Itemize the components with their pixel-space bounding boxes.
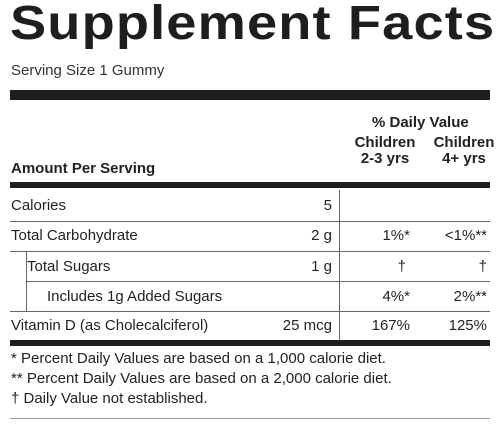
col2-heading-line2: 4+ yrs: [442, 150, 486, 167]
row-added-sugars-dv-col2: 2%**: [453, 288, 487, 305]
col1-heading-line1: Children: [354, 134, 416, 151]
row-carbohydrate-dv-col2: <1%**: [444, 227, 487, 244]
panel-bottom-border: [10, 418, 490, 419]
indent-separator: [26, 251, 27, 311]
row-vitamin-d-name: Vitamin D (as Cholecalciferol): [11, 317, 209, 334]
row-added-sugars-dv-col1: 4%*: [382, 288, 410, 305]
serving-size: Serving Size 1 Gummy: [11, 62, 165, 79]
footnote-1000-calorie: * Percent Daily Values are based on a 1,…: [11, 350, 386, 367]
row-sugars-dv-col1: †: [397, 258, 406, 275]
row-divider: [10, 311, 490, 312]
top-thick-rule: [10, 90, 490, 100]
row-calories-name: Calories: [11, 197, 67, 214]
header-rule: [10, 182, 490, 188]
amount-per-serving-heading: Amount Per Serving: [11, 160, 156, 177]
row-sugars-amount: 1 g: [311, 258, 332, 275]
row-carbohydrate-name: Total Carbohydrate: [11, 227, 138, 244]
col1-heading-line2: 2-3 yrs: [360, 150, 410, 167]
daily-value-heading: % Daily Value: [372, 114, 469, 131]
footnote-2000-calorie: ** Percent Daily Values are based on a 2…: [11, 370, 392, 387]
row-vitamin-d-dv-col1: 167%: [371, 317, 410, 334]
row-divider: [10, 251, 490, 252]
panel-title: Supplement Facts: [10, 0, 496, 50]
bottom-thick-rule: [10, 340, 490, 346]
row-sugars-dv-col2: †: [478, 258, 487, 275]
row-added-sugars-name: Includes 1g Added Sugars: [47, 288, 223, 305]
row-carbohydrate-dv-col1: 1%*: [382, 227, 410, 244]
row-calories-amount: 5: [323, 197, 332, 214]
col2-heading-line1: Children: [433, 134, 495, 151]
row-divider: [10, 221, 490, 222]
row-vitamin-d-dv-col2: 125%: [448, 317, 487, 334]
row-carbohydrate-amount: 2 g: [311, 227, 332, 244]
row-vitamin-d-amount: 25 mcg: [282, 317, 332, 334]
row-divider: [26, 281, 490, 282]
row-sugars-name: Total Sugars: [27, 258, 111, 275]
footnote-dv-not-established: † Daily Value not established.: [11, 390, 208, 407]
column-separator: [339, 190, 340, 340]
